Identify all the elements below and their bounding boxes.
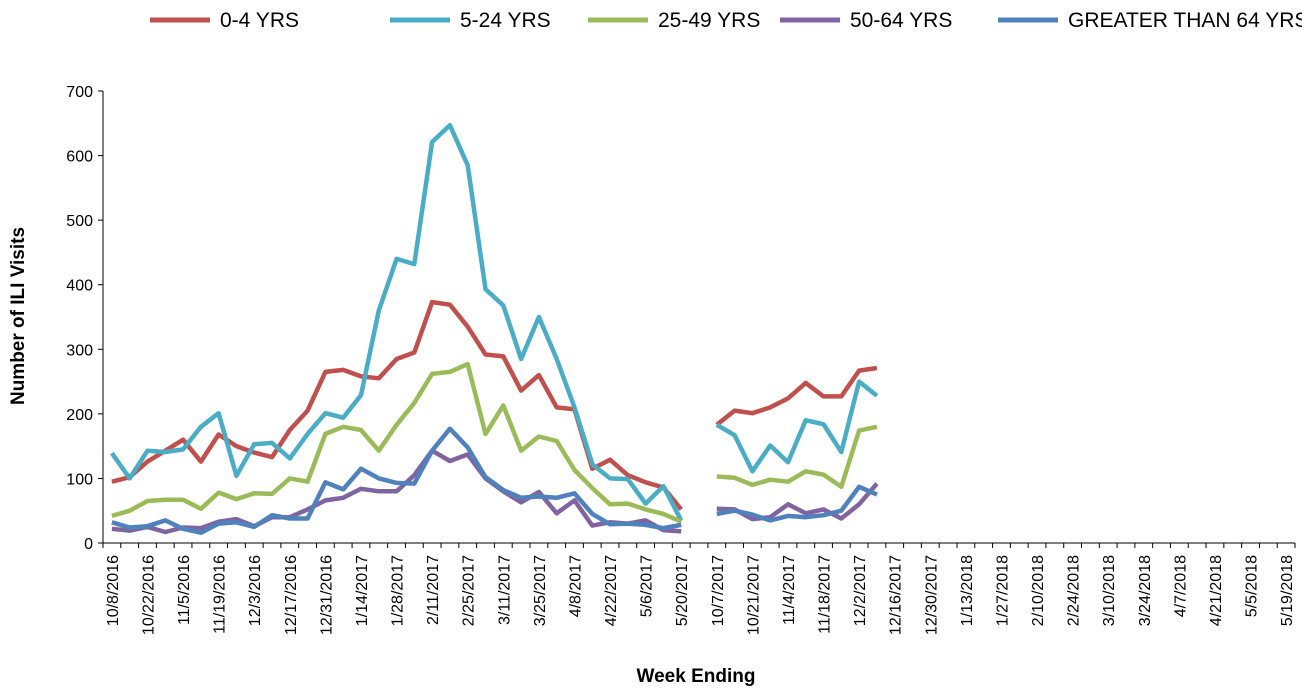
x-tick-label: 1/28/2017 [390, 555, 407, 626]
series-line [716, 484, 878, 523]
x-tick-label: 11/19/2016 [212, 555, 229, 634]
series-line [716, 424, 878, 490]
x-tick-label: 1/14/2017 [354, 555, 371, 626]
x-tick-label: 12/16/2017 [888, 555, 905, 635]
x-tick-label: 2/24/2018 [1066, 555, 1083, 626]
x-tick-label: 4/21/2018 [1208, 555, 1225, 626]
series-4 [111, 426, 878, 535]
x-axis-title: Week Ending [637, 666, 756, 687]
x-tick-label: 11/4/2017 [781, 555, 798, 625]
x-tick-label: 3/11/2017 [496, 555, 513, 625]
x-tick-label: 12/30/2017 [923, 555, 940, 635]
legend-label: 5-24 YRS [460, 9, 551, 32]
series-line [110, 122, 684, 522]
x-tick-label: 11/18/2017 [817, 555, 834, 634]
axes: 0 100 200 300 400 500 600 700 10/8/2016 10/22/201… [66, 84, 1296, 635]
legend-label: 50-64 YRS [850, 9, 952, 32]
x-tick-label: 5/19/2018 [1279, 555, 1296, 626]
x-tick-label: 4/7/2018 [1172, 555, 1189, 617]
series-line [111, 361, 683, 524]
series-line [715, 379, 879, 474]
x-tick-label: 1/27/2018 [994, 555, 1011, 626]
x-tick-label: 5/6/2017 [639, 555, 656, 617]
x-tick-label: 2/11/2017 [425, 555, 442, 625]
series-0 [111, 299, 878, 511]
y-axis-title: Number of ILI Visits [8, 227, 29, 405]
series-1 [110, 122, 879, 522]
legend-label: 25-49 YRS [658, 9, 760, 32]
series-line [111, 299, 683, 511]
y-tick-label: 500 [66, 213, 93, 230]
x-tick-label: 10/7/2017 [710, 555, 727, 626]
series-2 [111, 361, 878, 524]
series-layer [110, 122, 879, 535]
y-tick-label: 300 [66, 342, 93, 359]
y-tick-label: 700 [66, 84, 93, 101]
x-tick-label: 3/24/2018 [1137, 555, 1154, 626]
x-tick-label: 12/17/2016 [283, 555, 300, 635]
x-tick-label: 2/10/2018 [1030, 555, 1047, 626]
x-tick-label: 3/10/2018 [1101, 555, 1118, 626]
y-tick-label: 400 [66, 278, 93, 295]
x-tick-label: 2/25/2017 [461, 555, 478, 626]
legend: 0-4 YRS 5-24 YRS 25-49 YRS 50-64 YRS GREATER… [150, 9, 1302, 32]
x-tick-label: 11/5/2016 [176, 555, 193, 625]
x-tick-label: 5/20/2017 [674, 555, 691, 626]
x-tick-label: 3/25/2017 [532, 555, 549, 626]
x-tick-label: 1/13/2018 [959, 555, 976, 626]
y-tick-label: 200 [66, 407, 93, 424]
legend-label: GREATER THAN 64 YRS [1068, 9, 1302, 32]
x-tick-label: 12/2/2017 [852, 555, 869, 626]
y-tick-label: 100 [66, 471, 93, 488]
x-tick-label: 4/22/2017 [603, 555, 620, 626]
x-tick-label: 4/8/2017 [567, 555, 584, 617]
x-tick-label: 5/5/2018 [1244, 555, 1261, 617]
x-tick-label: 10/22/2016 [140, 555, 157, 635]
series-line [111, 448, 682, 535]
series-line [111, 426, 682, 535]
y-tick-label: 0 [84, 536, 93, 553]
x-tick-label: 12/31/2016 [318, 555, 335, 635]
series-line [715, 365, 878, 427]
y-tick-label: 600 [66, 149, 93, 166]
x-tick-label: 10/21/2017 [745, 555, 762, 635]
x-tick-label: 12/3/2016 [247, 555, 264, 626]
x-tick-label: 10/8/2016 [105, 555, 122, 626]
legend-label: 0-4 YRS [220, 9, 299, 32]
